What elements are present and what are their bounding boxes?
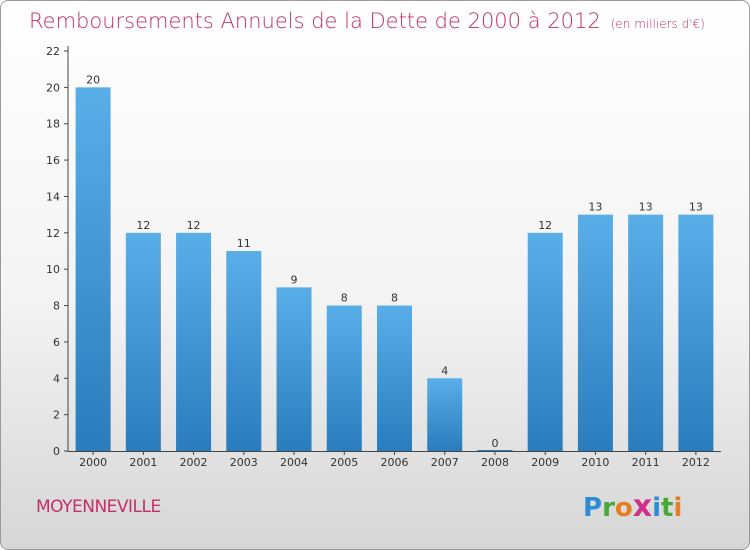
bar-value-label: 8 <box>391 292 398 305</box>
y-tick-label: 4 <box>53 372 60 385</box>
bar <box>678 214 714 451</box>
y-tick-label: 14 <box>46 190 60 203</box>
logo-letter: t <box>661 493 674 523</box>
y-tick-label: 8 <box>53 300 60 313</box>
x-tick-label: 2010 <box>581 456 609 469</box>
bar-value-label: 8 <box>341 292 348 305</box>
x-tick-label: 2004 <box>280 456 308 469</box>
logo-letter: x <box>632 489 653 524</box>
logo-letter: r <box>602 493 615 523</box>
bar <box>276 287 312 451</box>
proxiti-logo: Proxiti <box>583 489 682 524</box>
bar <box>527 232 563 451</box>
y-tick-label: 6 <box>53 336 60 349</box>
bar-value-label: 0 <box>491 437 498 450</box>
y-tick-label: 18 <box>46 118 60 131</box>
bar <box>477 450 513 451</box>
bar <box>628 214 664 451</box>
bar-value-label: 13 <box>639 201 653 214</box>
x-tick-label: 2003 <box>230 456 258 469</box>
bar-value-label: 11 <box>237 237 251 250</box>
bar-value-label: 12 <box>538 219 552 232</box>
bar-value-label: 4 <box>441 364 448 377</box>
y-tick-label: 22 <box>46 45 60 58</box>
bar <box>176 232 212 451</box>
bar-value-label: 12 <box>136 219 150 232</box>
x-tick-label: 2002 <box>180 456 208 469</box>
bar-value-label: 9 <box>291 273 298 286</box>
bar-value-label: 13 <box>588 201 602 214</box>
x-tick-label: 2001 <box>129 456 157 469</box>
y-tick-label: 2 <box>53 409 60 422</box>
bar-value-label: 20 <box>86 73 100 86</box>
x-tick-label: 2008 <box>481 456 509 469</box>
chart-title-text: Remboursements Annuels de la Dette de 20… <box>29 9 601 33</box>
x-tick-label: 2000 <box>79 456 107 469</box>
logo-letter: P <box>583 493 603 523</box>
bar <box>125 232 161 451</box>
bar <box>226 251 262 451</box>
bar-value-label: 13 <box>689 201 703 214</box>
y-tick-label: 0 <box>53 445 60 458</box>
x-tick-label: 2005 <box>330 456 358 469</box>
logo-letter: i <box>652 493 662 523</box>
bar <box>75 87 111 451</box>
y-tick-label: 16 <box>46 154 60 167</box>
x-tick-label: 2011 <box>632 456 660 469</box>
bar <box>427 378 463 451</box>
chart-unit: (en milliers d'€) <box>610 17 705 31</box>
x-tick-label: 2009 <box>531 456 559 469</box>
logo-letter: o <box>614 493 633 523</box>
commune-name: MOYENNEVILLE <box>36 497 161 517</box>
y-tick-label: 10 <box>46 263 60 276</box>
bar <box>377 305 412 451</box>
chart-title: Remboursements Annuels de la Dette de 20… <box>29 9 705 33</box>
bar <box>577 214 613 451</box>
bar-value-label: 12 <box>187 219 201 232</box>
logo-letter: i <box>673 493 683 523</box>
bar <box>326 305 362 451</box>
x-tick-label: 2012 <box>682 456 710 469</box>
y-tick-label: 12 <box>46 227 60 240</box>
x-tick-label: 2006 <box>381 456 409 469</box>
y-tick-label: 20 <box>46 81 60 94</box>
x-tick-label: 2007 <box>431 456 459 469</box>
